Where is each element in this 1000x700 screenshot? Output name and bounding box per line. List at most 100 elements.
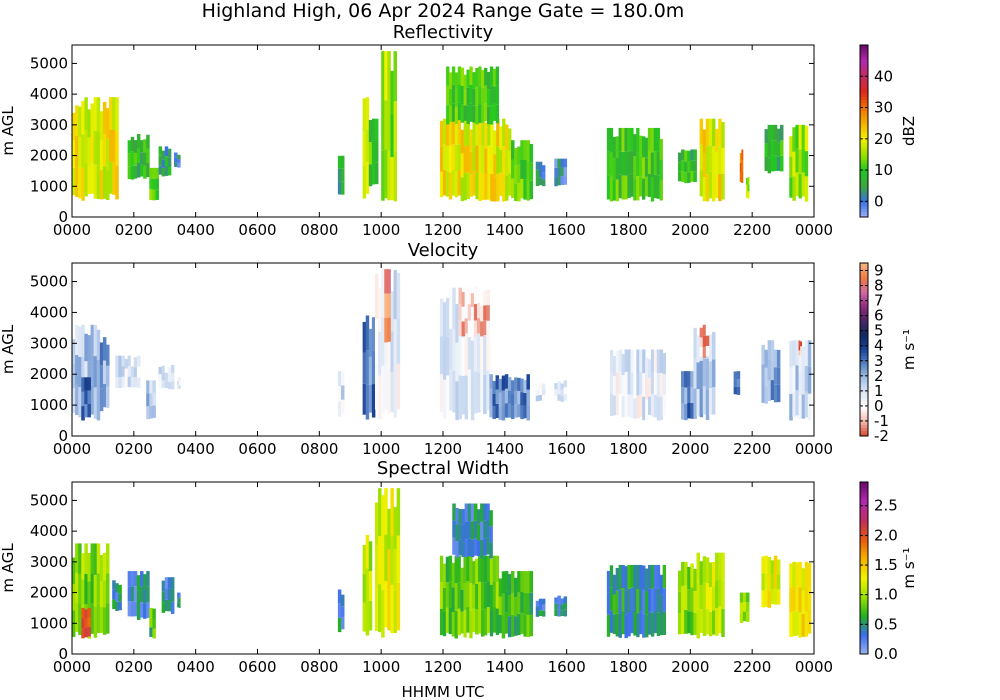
- velocity-echo-column: [381, 365, 385, 415]
- reflectivity-echo-column: [639, 135, 643, 156]
- spectral-width-echo-column: [384, 580, 388, 628]
- reflectivity-echo-column: [449, 88, 453, 106]
- reflectivity-x-tick-label: 1600: [548, 221, 586, 239]
- reflectivity-echo-column: [481, 118, 485, 146]
- velocity-colorbar-label: m s⁻¹: [900, 329, 918, 370]
- reflectivity-echo-column: [362, 131, 367, 166]
- spectral-width-echo-column: [84, 573, 88, 605]
- spectral-width-colorbar-step: [860, 562, 868, 566]
- reflectivity-echo-column: [75, 135, 79, 167]
- reflectivity-colorbar-step: [860, 62, 868, 66]
- spectral-width-y-axis-label: m AGL: [0, 543, 17, 593]
- reflectivity-echo-column: [715, 151, 719, 176]
- reflectivity-echo-column: [454, 89, 459, 107]
- spectral-width-echo-column: [445, 607, 450, 633]
- velocity-echo-column: [711, 332, 716, 360]
- reflectivity-colorbar-step: [860, 191, 868, 195]
- velocity-colorbar-step: [860, 332, 868, 336]
- reflectivity-echo-column: [511, 178, 515, 199]
- reflectivity-echo-column: [612, 179, 617, 201]
- spectral-width-colorbar-step: [860, 556, 868, 560]
- velocity-echo-column: [800, 341, 803, 347]
- spectral-width-echo-column: [538, 604, 543, 611]
- reflectivity-echo-column: [155, 167, 159, 179]
- reflectivity-echo-column: [146, 162, 150, 178]
- spectral-width-echo-column: [612, 594, 617, 615]
- velocity-colorbar-step: [860, 283, 868, 287]
- reflectivity-echo-column: [681, 149, 685, 161]
- velocity-echo-column: [773, 384, 778, 403]
- reflectivity-echo-column: [96, 97, 101, 132]
- reflectivity-echo-column: [624, 151, 628, 176]
- spectral-width-echo-cell: [535, 598, 546, 617]
- reflectivity-echo-column: [767, 124, 772, 142]
- velocity-echo-column: [136, 355, 141, 367]
- velocity-colorbar-step: [860, 263, 868, 267]
- spectral-width-title: Spectral Width: [377, 458, 509, 479]
- spectral-width-echo-column: [75, 572, 79, 603]
- spectral-width-echo-column: [711, 561, 716, 587]
- spectral-width-echo-column: [143, 589, 147, 604]
- velocity-echo-column: [501, 390, 506, 406]
- velocity-echo-column: [439, 298, 444, 337]
- reflectivity-colorbar-step: [860, 214, 868, 218]
- velocity-echo-cell: [489, 374, 530, 421]
- spectral-width-colorbar-step: [860, 622, 868, 626]
- reflectivity-echo-column: [535, 169, 540, 178]
- reflectivity-echo-column: [390, 113, 394, 157]
- velocity-echo-column: [102, 337, 107, 361]
- spectral-width-echo-column: [477, 524, 481, 541]
- velocity-colorbar-step: [860, 412, 868, 417]
- reflectivity-echo-column: [161, 150, 166, 160]
- velocity-echo-column: [504, 388, 509, 404]
- velocity-echo-column: [633, 378, 637, 399]
- reflectivity-echo-column: [457, 118, 462, 145]
- velocity-echo-column: [470, 306, 475, 321]
- spectral-width-echo-column: [693, 590, 697, 613]
- velocity-echo-column: [650, 394, 655, 417]
- reflectivity-echo-column: [143, 139, 147, 153]
- reflectivity-echo-column: [718, 118, 722, 147]
- reflectivity-echo-column: [773, 124, 778, 141]
- velocity-colorbar-step: [860, 369, 868, 374]
- velocity-echo-column: [767, 360, 772, 381]
- velocity-echo-column: [178, 381, 181, 386]
- velocity-colorbar-step: [860, 395, 868, 400]
- velocity-echo-column: [789, 367, 793, 394]
- reflectivity-echo-column: [493, 154, 497, 178]
- velocity-echo-column: [792, 340, 796, 366]
- velocity-echo-column: [99, 365, 104, 389]
- velocity-echo-column: [75, 384, 79, 415]
- spectral-width-echo-column: [630, 610, 634, 634]
- velocity-colorbar-step: [860, 271, 868, 276]
- velocity-echo-cell: [733, 371, 741, 395]
- reflectivity-echo-column: [615, 179, 619, 202]
- reflectivity-echo-column: [466, 118, 470, 146]
- spectral-width-echo-column: [624, 566, 628, 591]
- reflectivity-echo-column: [167, 157, 172, 167]
- velocity-colorbar-tick-label: 3: [874, 352, 884, 370]
- velocity-echo-column: [167, 374, 172, 382]
- spectral-width-echo-column: [390, 584, 394, 634]
- reflectivity-x-tick-label: 1400: [486, 221, 524, 239]
- reflectivity-echo-column: [167, 166, 172, 176]
- spectral-width-echo-column: [177, 602, 180, 608]
- reflectivity-echo-column: [642, 136, 646, 158]
- velocity-echo-column: [711, 387, 716, 415]
- spectral-width-echo-column: [606, 614, 611, 637]
- spectral-width-echo-column: [609, 587, 614, 611]
- spectral-width-echo-cell: [177, 592, 181, 608]
- reflectivity-echo-column: [484, 173, 488, 200]
- spectral-width-echo-column: [492, 581, 497, 607]
- spectral-width-echo-column: [99, 555, 104, 581]
- spectral-width-echo-column: [621, 611, 625, 635]
- velocity-echo-column: [378, 331, 382, 376]
- reflectivity-echo-column: [439, 171, 444, 198]
- reflectivity-echo-column: [484, 85, 488, 104]
- spectral-width-echo-column: [130, 571, 135, 587]
- velocity-echo-column: [789, 340, 793, 368]
- velocity-echo-column: [773, 349, 778, 368]
- reflectivity-echo-column: [517, 183, 521, 202]
- reflectivity-echo-column: [779, 124, 784, 141]
- velocity-echo-cell: [115, 355, 141, 389]
